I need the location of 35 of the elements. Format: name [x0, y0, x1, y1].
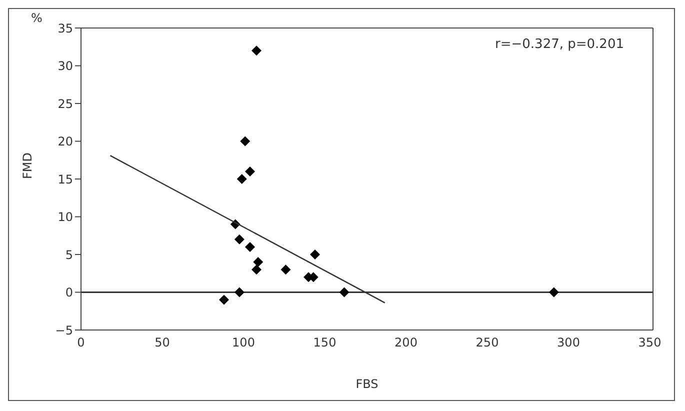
- point: [253, 257, 264, 268]
- x-tick-label: 0: [77, 336, 85, 350]
- y-tick-label: 20: [58, 134, 73, 149]
- x-tick-label: 50: [154, 336, 170, 350]
- y-tick-label: 15: [58, 172, 73, 186]
- y-tick-label: 5: [65, 248, 73, 262]
- y-tick-label: 0: [65, 286, 73, 300]
- point: [310, 250, 320, 260]
- y-tick-label: 25: [58, 96, 73, 111]
- x-tick-label: 100: [232, 336, 255, 350]
- point: [339, 287, 350, 298]
- point: [234, 287, 244, 298]
- point: [252, 264, 262, 275]
- x-tick-label: 300: [557, 336, 580, 350]
- point: [245, 166, 255, 176]
- annotation: r=−0.327, p=0.201: [495, 37, 624, 52]
- x-tick-label: 350: [638, 336, 662, 350]
- point: [236, 174, 247, 184]
- point: [252, 46, 262, 56]
- point: [245, 242, 255, 252]
- point: [280, 264, 291, 275]
- y-tick-label: −5: [55, 323, 73, 338]
- x-tick-label: 150: [313, 336, 336, 350]
- y-tick-label: 30: [58, 59, 73, 74]
- point: [234, 234, 244, 244]
- x-tick-label: 200: [394, 336, 418, 350]
- text: %: [31, 11, 42, 25]
- point: [548, 287, 559, 298]
- point: [219, 294, 229, 305]
- y-axis-title: FMD: [20, 152, 34, 179]
- y-tick-label: 35: [58, 21, 73, 36]
- x-tick-label: 250: [476, 336, 499, 350]
- point: [240, 136, 250, 146]
- x-axis-title: FBS: [356, 377, 378, 391]
- y-tick-label: 10: [58, 210, 73, 224]
